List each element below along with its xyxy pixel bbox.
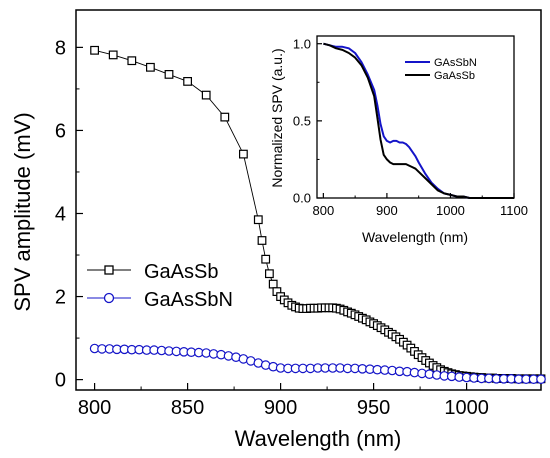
inset-gaassb-curve [323, 42, 514, 199]
main-x-tick-label: 800 [78, 397, 111, 419]
main-ticks: 800 850 900 950 1000 0 2 4 6 8 [55, 37, 489, 419]
inset-y-tick-label: 0.0 [293, 191, 311, 206]
gaassb-point [261, 254, 271, 264]
main-y-tick-label: 4 [55, 203, 66, 225]
inset-x-axis-label: Wavelength (nm) [362, 229, 468, 245]
inset-x-tick-label: 800 [313, 203, 335, 218]
main-x-axis-label: Wavelength (nm) [235, 426, 402, 451]
main-x-tick-label: 950 [357, 397, 390, 419]
main-y-tick-label: 2 [55, 287, 66, 309]
gaassb-point [127, 56, 137, 66]
gaassb-point [220, 112, 230, 122]
main-y-tick-label: 0 [55, 370, 66, 392]
inset-gaassb-line [323, 42, 514, 199]
gaassb-point [201, 90, 211, 100]
legend-marker-gaassbn [103, 292, 115, 304]
inset-legend-label-gaassb: GaAsSb [434, 70, 475, 82]
main-y-axis-label: SPV amplitude (mV) [10, 112, 35, 311]
legend-label-gaassbn: GaAsSbN [144, 289, 233, 311]
gaassb-point [90, 45, 100, 55]
inset-x-tick-label: 1000 [436, 203, 465, 218]
inset-legend: GAsSbN GaAsSb [405, 57, 477, 82]
inset-plot-frame [316, 35, 515, 199]
gaassbn-point [536, 374, 546, 384]
inset-y-tick-label: 0.5 [293, 113, 311, 128]
gaassb-point [183, 76, 193, 86]
inset-y-axis-label: Normalized SPV (a.u.) [269, 48, 285, 187]
gaassb-point [239, 149, 248, 159]
gaassb-point [146, 62, 155, 72]
inset-y-tick-label: 1.0 [293, 36, 311, 51]
main-chart: 800 850 900 950 1000 0 2 4 6 8 Wavelength (nm) SP… [10, 9, 546, 451]
inset-ticks: 800 900 1000 1100 0.0 0.5 1.0 [293, 36, 528, 218]
legend-marker-gaassb [104, 265, 114, 275]
inset-legend-label-gassbn: GAsSbN [434, 57, 477, 69]
legend-label-gaassb: GaAsSb [144, 261, 218, 283]
gaassb-point [108, 50, 118, 60]
main-x-tick-label: 1000 [444, 397, 489, 419]
gaassb-point [268, 279, 278, 289]
gaassb-point [164, 69, 174, 79]
gaassb-point [265, 269, 274, 279]
gaassbn-series [89, 343, 546, 384]
gaassb-point [257, 236, 267, 245]
main-x-tick-label: 900 [264, 397, 297, 419]
main-legend: GaAsSb GaAsSbN [87, 261, 233, 311]
gaassb-point [253, 215, 263, 225]
main-y-tick-label: 6 [55, 120, 66, 142]
main-x-tick-label: 850 [171, 397, 204, 419]
main-plot-frame [75, 9, 542, 391]
inset-x-tick-label: 900 [376, 203, 398, 218]
inset-x-tick-label: 1100 [500, 203, 528, 218]
main-y-tick-label: 8 [55, 37, 66, 59]
